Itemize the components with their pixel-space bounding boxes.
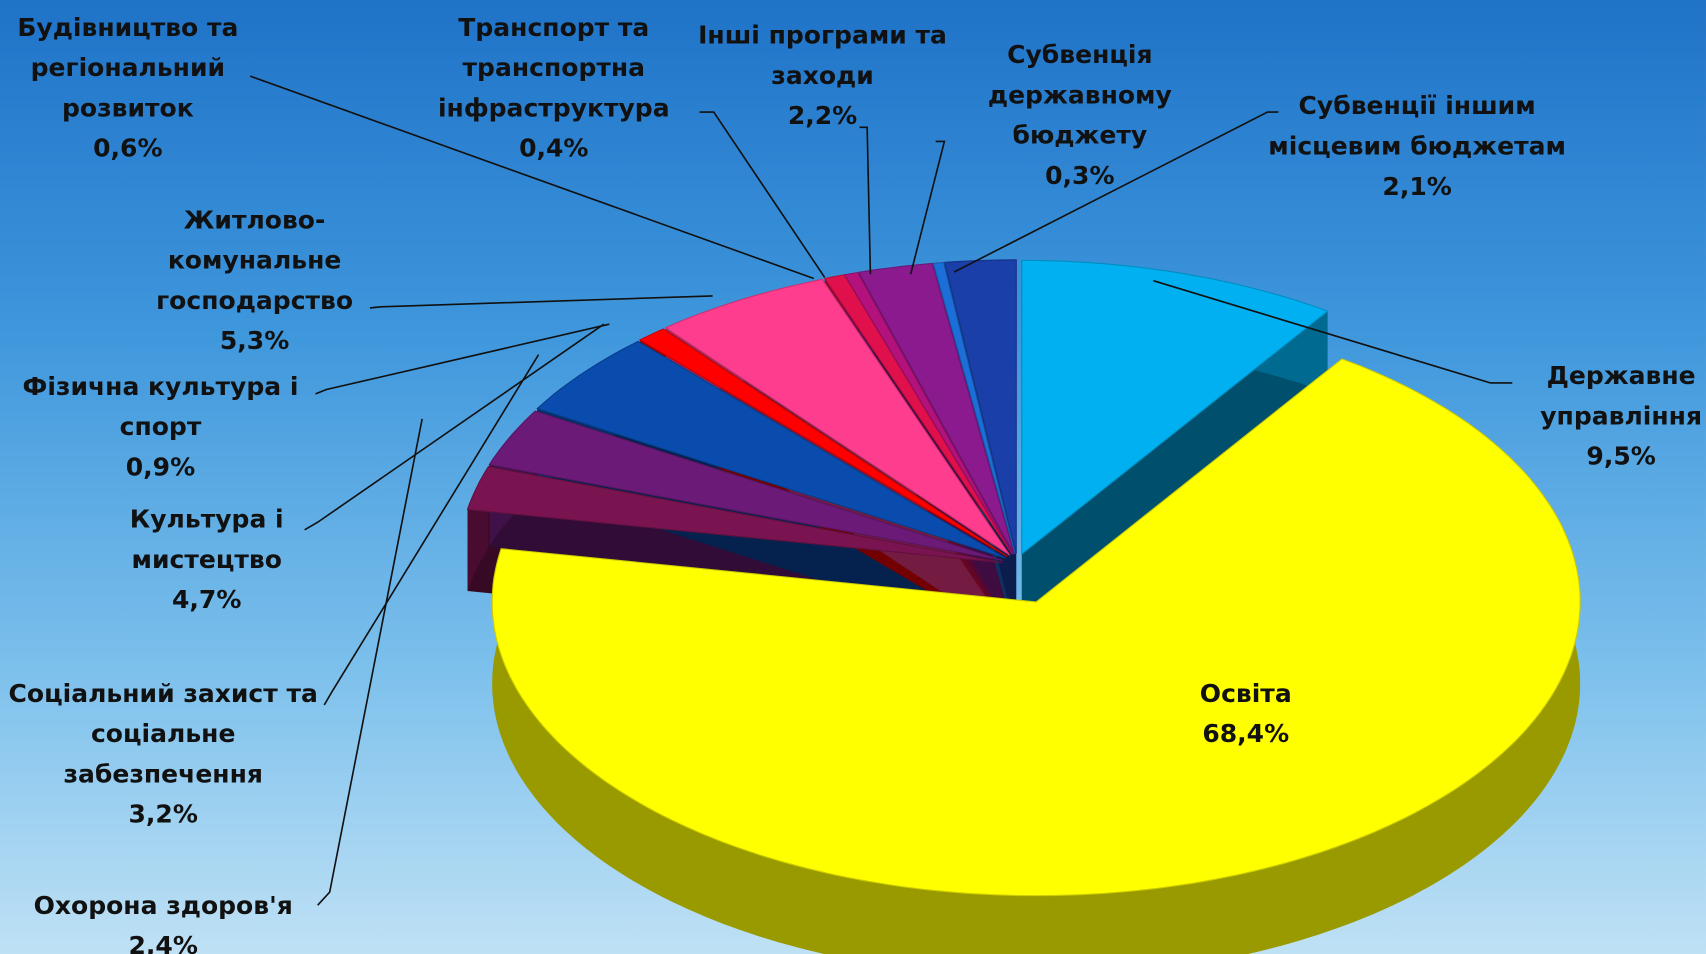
slice-label: Субвенції іншим місцевим бюджетам 2,1% [1268, 87, 1567, 208]
value-label: 0,6% [93, 134, 163, 164]
value-label: 2,1% [1382, 172, 1452, 202]
leader-line [909, 140, 946, 275]
slice-label: Інші програми та заходи 2,2% [680, 16, 965, 137]
category-name: Житлово-комунальне господарство [156, 206, 354, 316]
value-label: 2,4% [128, 932, 198, 954]
category-name: Субвенція державному бюджету [987, 41, 1172, 151]
slice-label: Транспорт та транспортна інфраструктура 0… [411, 9, 696, 170]
slice [664, 278, 1011, 556]
leader-line [369, 295, 713, 309]
slice [488, 410, 1004, 562]
leader-line [317, 418, 423, 906]
slice [536, 340, 1006, 559]
category-name: Освіта [1199, 680, 1292, 709]
category-name: Будівництво та регіональний розвиток [17, 14, 239, 123]
slice [858, 262, 1015, 555]
value-label: 9,5% [1586, 442, 1656, 472]
category-name: Інші програми та заходи [698, 21, 947, 91]
slice [932, 261, 1016, 554]
slice [944, 259, 1017, 554]
slice-label: Фізична культура і спорт 0,9% [0, 368, 321, 489]
category-name: Фізична культура і спорт [22, 373, 299, 442]
slice-label: Субвенція державному бюджету 0,3% [957, 36, 1202, 197]
slice-label: Житлово-комунальне господарство 5,3% [128, 201, 380, 362]
value-label: 0,4% [519, 134, 589, 164]
value-label: 5,3% [219, 327, 290, 356]
category-name: Охорона здоров'я [33, 892, 293, 921]
leader-line [304, 323, 605, 531]
category-name: Субвенції іншим місцевим бюджетам [1268, 92, 1566, 162]
value-label: 0,9% [125, 453, 196, 482]
value-label: 68,4% [1202, 720, 1290, 749]
slice-label: Соціальний захист та соціальне забезпече… [0, 675, 326, 836]
slice [491, 358, 1581, 897]
leader-line [699, 111, 826, 278]
slice-label: Освіта 68,4% [1121, 675, 1371, 756]
slice-label: Охорона здоров'я 2,4% [0, 887, 326, 954]
leader-line [953, 111, 1279, 273]
category-name: Транспорт та транспортна інфраструктура [437, 14, 670, 123]
value-label: 3,2% [128, 800, 198, 830]
value-label: 0,3% [1045, 162, 1115, 191]
slice-label: Культура і мистецтво 4,7% [109, 500, 305, 621]
slice [638, 328, 1008, 558]
slice-label: Будівництво та регіональний розвиток 0,6% [0, 9, 256, 170]
category-name: Соціальний захист та соціальне забезпече… [8, 680, 318, 789]
leader-line [859, 126, 872, 275]
slice [843, 271, 1014, 555]
slice [466, 466, 1003, 564]
slice-label: Державне управління 9,5% [1512, 357, 1706, 478]
leader-line [323, 354, 540, 706]
leader-line [249, 75, 815, 280]
value-label: 2,2% [787, 102, 858, 131]
leader-line [1153, 279, 1513, 384]
value-label: 4,7% [172, 586, 242, 615]
category-name: Державне управління [1540, 362, 1703, 431]
leader-line [315, 323, 610, 395]
category-name: Культура і мистецтво [129, 505, 284, 575]
slice [1021, 259, 1329, 556]
